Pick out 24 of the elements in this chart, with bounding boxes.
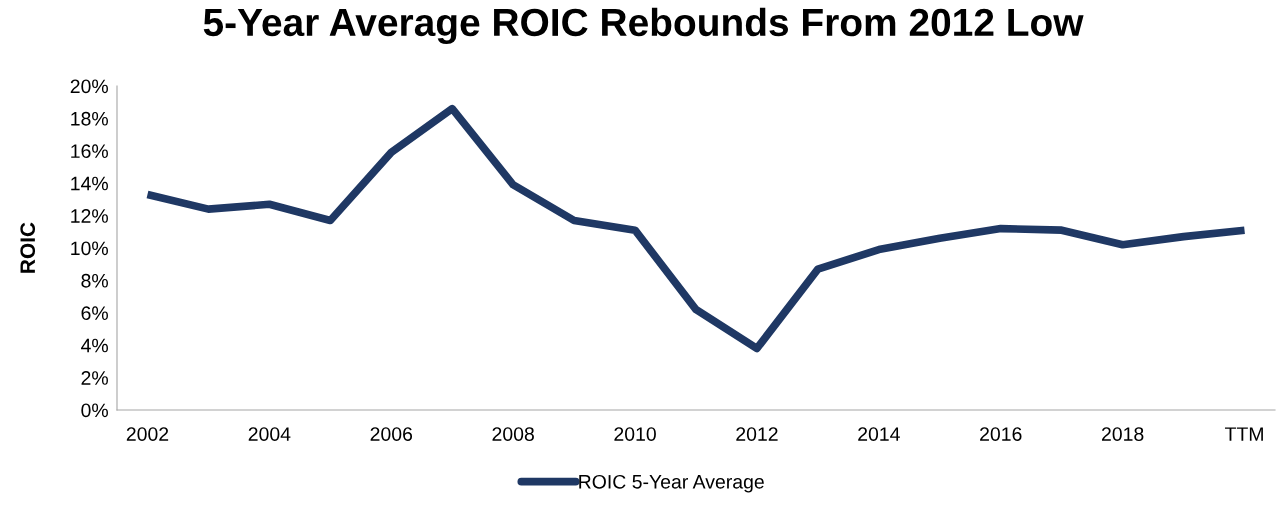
x-tick-label: 2010 xyxy=(614,427,656,441)
x-tick-label: 2016 xyxy=(980,427,1022,441)
x-tick-label: 2012 xyxy=(736,427,778,441)
y-tick-label: 16% xyxy=(71,144,108,159)
y-tick-label: 20% xyxy=(70,79,108,94)
chart-title: 5-Year Average ROIC Rebounds From 2012 Low xyxy=(203,7,1084,45)
y-tick-label: 0% xyxy=(81,403,108,418)
y-tick-label: 18% xyxy=(71,111,108,126)
x-tick-label: 2006 xyxy=(370,427,413,441)
x-tick-label: TTM xyxy=(1224,427,1263,441)
x-tick-label: 2008 xyxy=(492,427,534,441)
y-tick-label: 4% xyxy=(81,338,108,353)
y-tick-label: 12% xyxy=(71,209,108,223)
legend-label: ROIC 5-Year Average xyxy=(579,474,764,493)
y-tick-label: 10% xyxy=(71,241,108,256)
y-tick-label: 6% xyxy=(81,306,108,321)
x-tick-label: 2002 xyxy=(126,427,169,441)
x-tick-label: 2018 xyxy=(1101,427,1144,441)
y-tick-label: 14% xyxy=(71,176,108,191)
x-tick-label: 2014 xyxy=(858,427,900,441)
x-tick-label: 2004 xyxy=(248,427,291,441)
y-tick-label: 8% xyxy=(81,273,108,288)
y-axis-title: ROIC xyxy=(20,222,36,273)
y-tick-label: 2% xyxy=(81,371,108,385)
